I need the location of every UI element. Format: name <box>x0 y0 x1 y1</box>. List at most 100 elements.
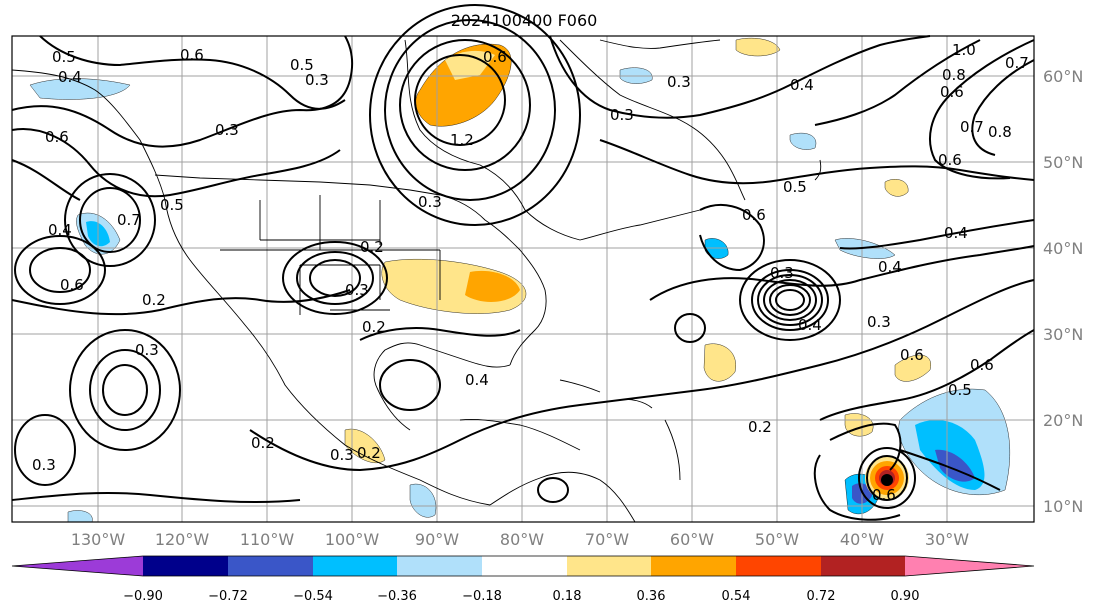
lon-label: 110°W <box>240 530 295 549</box>
contour-label: 0.6 <box>970 356 994 374</box>
positive-anomaly-region <box>735 37 781 57</box>
lat-label: 10°N <box>1043 497 1083 516</box>
contour-label: 0.3 <box>418 193 442 211</box>
colorbar: −0.90 −0.72 −0.54 −0.36 −0.18 0.18 0.36 … <box>11 555 1035 604</box>
contour-label: 0.2 <box>748 418 772 436</box>
contour-label: 0.6 <box>940 83 964 101</box>
colorbar-tick-label: −0.72 <box>208 589 248 604</box>
contour-label: 0.6 <box>45 128 69 146</box>
colorbar-segment <box>651 556 736 576</box>
contour-label: 0.4 <box>48 221 72 239</box>
contour-label: 0.3 <box>867 313 891 331</box>
contour-label: 0.7 <box>960 118 984 136</box>
lat-label: 60°N <box>1043 67 1083 86</box>
longitude-labels: 130°W 120°W 110°W 100°W 90°W 80°W 70°W 6… <box>71 530 969 549</box>
colorbar-segment <box>821 556 905 576</box>
colorbar-segment <box>567 556 651 576</box>
lon-label: 80°W <box>500 530 544 549</box>
map-border <box>11 35 1035 523</box>
colorbar-under-arrow <box>12 556 143 576</box>
contour-label: 0.6 <box>60 276 84 294</box>
contour-label: 0.4 <box>798 316 822 334</box>
contour-label: 0.3 <box>770 264 794 282</box>
lon-label: 70°W <box>585 530 629 549</box>
lat-label: 40°N <box>1043 239 1083 258</box>
contour-label: 0.3 <box>135 341 159 359</box>
contour-label: 0.3 <box>330 446 354 464</box>
contour-label: 0.6 <box>483 48 507 66</box>
contour-label: 0.5 <box>160 196 184 214</box>
shaded-fields <box>29 37 1010 523</box>
contour-label: 0.2 <box>362 318 386 336</box>
lon-label: 50°W <box>755 530 799 549</box>
contour-label: 0.3 <box>345 281 369 299</box>
colorbar-outline <box>11 555 1035 577</box>
lon-label: 30°W <box>925 530 969 549</box>
colorbar-tick-label: 0.90 <box>891 589 920 604</box>
contour-lines <box>11 4 1035 521</box>
contour-label: 0.2 <box>360 238 384 256</box>
contour-label: 0.4 <box>790 76 814 94</box>
colorbar-tick-label: 0.54 <box>722 589 751 604</box>
negative-anomaly-region <box>789 132 817 150</box>
lon-label: 130°W <box>71 530 126 549</box>
lat-label: 30°N <box>1043 325 1083 344</box>
lon-label: 100°W <box>325 530 380 549</box>
colorbar-tick-label: −0.36 <box>377 589 417 604</box>
figure-title: 2024100400 F060 <box>451 11 598 30</box>
contour-label: 1.0 <box>952 41 976 59</box>
colorbar-segment <box>143 556 228 576</box>
positive-anomaly-region <box>703 343 736 382</box>
positive-anomaly-region <box>894 354 931 382</box>
contour-label: 0.3 <box>305 71 329 89</box>
lat-label: 50°N <box>1043 153 1083 172</box>
positive-anomaly-region <box>884 179 909 197</box>
contour-label: 0.3 <box>610 106 634 124</box>
lon-label: 120°W <box>155 530 210 549</box>
positive-anomaly-region <box>445 50 495 80</box>
contour-label: 0.8 <box>942 66 966 84</box>
contour-label: 0.2 <box>251 434 275 452</box>
colorbar-segment <box>228 556 313 576</box>
colorbar-tick-label: −0.54 <box>293 589 333 604</box>
colorbar-segment <box>736 556 821 576</box>
contour-label: 0.5 <box>783 178 807 196</box>
map-panel: 0.5 0.4 0.6 0.5 0.3 0.6 0.3 0.4 0.7 0.5 … <box>11 4 1035 523</box>
contour-label: 0.5 <box>290 56 314 74</box>
contour-label: 0.6 <box>872 486 896 504</box>
colorbar-tick-label: −0.18 <box>462 589 502 604</box>
contour-label: 0.6 <box>938 151 962 169</box>
colorbar-tick-label: 0.18 <box>553 589 582 604</box>
contour-label: 0.2 <box>142 291 166 309</box>
contour-label: 0.3 <box>215 121 239 139</box>
contour-label: 0.8 <box>988 123 1012 141</box>
positive-anomaly-region <box>465 270 520 302</box>
contour-label: 0.6 <box>742 206 766 224</box>
hurricane-eye <box>881 474 893 486</box>
lon-label: 40°W <box>840 530 884 549</box>
contour-label: 0.5 <box>52 48 76 66</box>
contour-label: 0.4 <box>465 371 489 389</box>
contour-label: 1.2 <box>450 131 474 149</box>
contour-label: 0.7 <box>1005 54 1029 72</box>
lat-label: 20°N <box>1043 411 1083 430</box>
contour-label: 0.3 <box>667 73 691 91</box>
contour-label: 0.6 <box>900 346 924 364</box>
contour-label: 0.2 <box>357 444 381 462</box>
negative-anomaly-region <box>29 78 131 100</box>
contour-label: 0.4 <box>944 224 968 242</box>
colorbar-segment <box>397 556 482 576</box>
lon-label: 90°W <box>415 530 459 549</box>
colorbar-segment <box>313 556 397 576</box>
contour-label: 0.6 <box>180 46 204 64</box>
latitude-labels: 60°N 50°N 40°N 30°N 20°N 10°N <box>1043 67 1083 516</box>
contour-labels: 0.5 0.4 0.6 0.5 0.3 0.6 0.3 0.4 0.7 0.5 … <box>32 41 1029 504</box>
colorbar-tick-label: −0.90 <box>123 589 163 604</box>
contour-label: 0.3 <box>32 456 56 474</box>
contour-label: 0.7 <box>117 211 141 229</box>
contour-label: 0.5 <box>948 381 972 399</box>
colorbar-tick-label: 0.36 <box>637 589 666 604</box>
lon-label: 60°W <box>670 530 714 549</box>
contour-label: 0.4 <box>878 258 902 276</box>
